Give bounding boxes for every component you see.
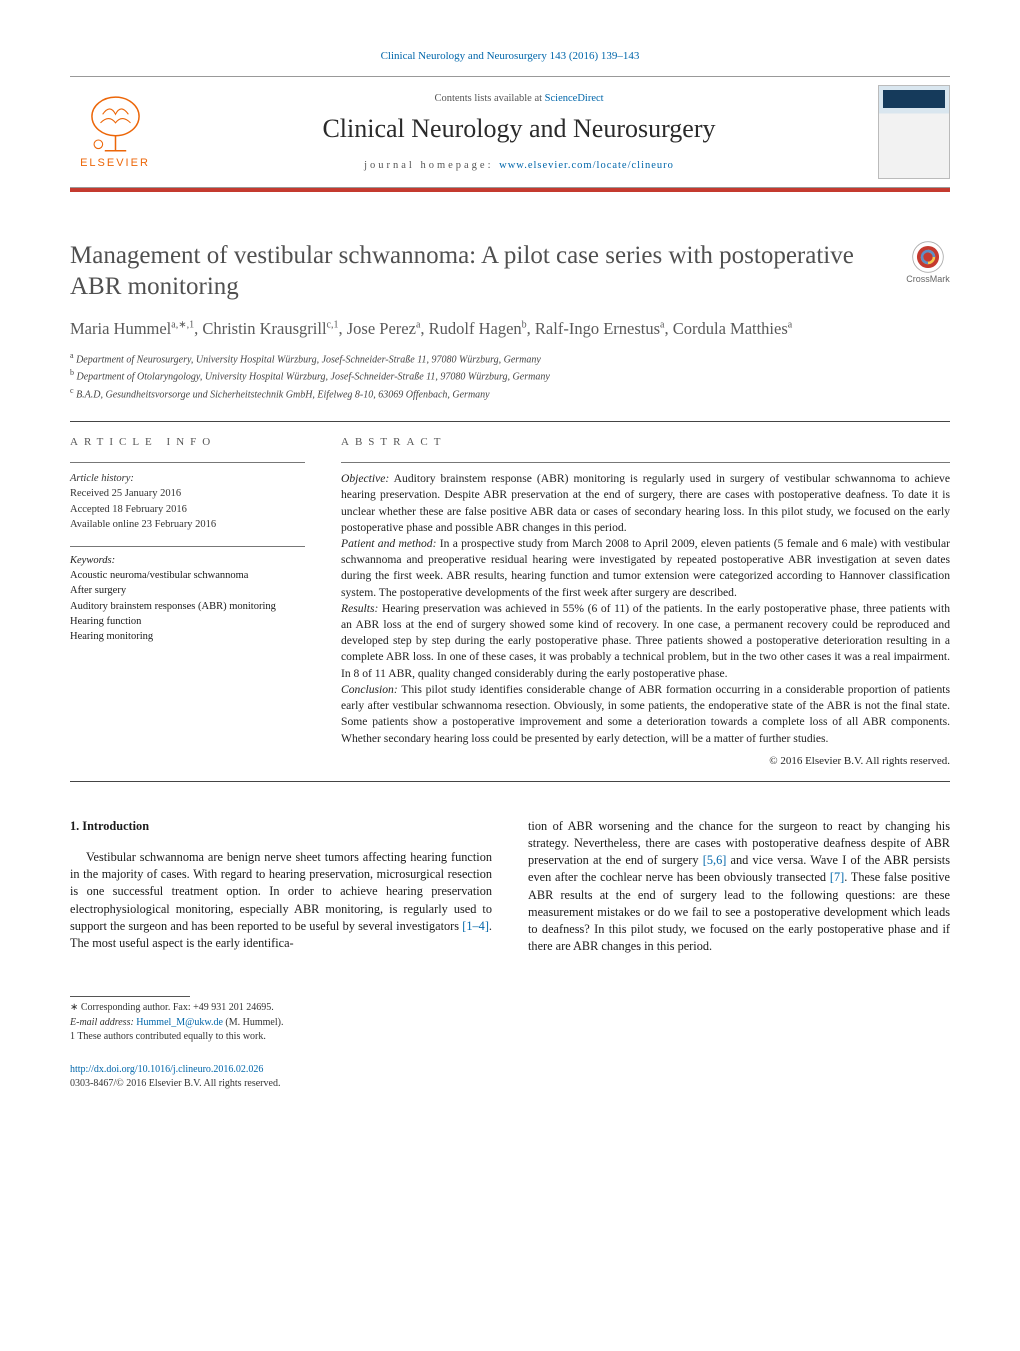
intro-paragraph-left: Vestibular schwannoma are benign nerve s… xyxy=(70,849,492,952)
journal-cover-thumbnail xyxy=(878,85,950,179)
journal-homepage-line: journal homepage: www.elsevier.com/locat… xyxy=(178,160,860,171)
footnote-rule xyxy=(70,996,190,997)
journal-reference: Clinical Neurology and Neurosurgery 143 … xyxy=(70,50,950,62)
objective-text: Auditory brainstem response (ABR) monito… xyxy=(341,472,950,534)
keywords-block: Keywords: Acoustic neuroma/vestibular sc… xyxy=(70,546,305,644)
elsevier-wordmark: ELSEVIER xyxy=(80,157,150,169)
contents-prefix: Contents lists available at xyxy=(434,93,544,104)
article-info-heading: article info xyxy=(70,436,305,448)
results-label: Results: xyxy=(341,602,378,615)
citation-5-6[interactable]: [5,6] xyxy=(703,853,727,867)
journal-title: Clinical Neurology and Neurosurgery xyxy=(178,114,860,144)
accepted-date: Accepted 18 February 2016 xyxy=(70,502,305,517)
elsevier-logo: ELSEVIER xyxy=(70,87,160,177)
conclusion-label: Conclusion: xyxy=(341,683,398,696)
doi-block: http://dx.doi.org/10.1016/j.clineuro.201… xyxy=(70,1063,492,1091)
article-history: Article history: Received 25 January 201… xyxy=(70,462,305,532)
email-who: (M. Hummel). xyxy=(223,1017,284,1028)
keyword-item: After surgery xyxy=(70,583,305,598)
footnotes: ∗ Corresponding author. Fax: +49 931 201… xyxy=(70,996,492,1045)
doi-link[interactable]: http://dx.doi.org/10.1016/j.clineuro.201… xyxy=(70,1064,263,1075)
results-text: Hearing preservation was achieved in 55%… xyxy=(341,602,950,680)
abstract-body: Objective: Auditory brainstem response (… xyxy=(341,462,950,747)
homepage-prefix: journal homepage: xyxy=(364,160,499,171)
article-title: Management of vestibular schwannoma: A p… xyxy=(70,240,886,303)
contents-available-line: Contents lists available at ScienceDirec… xyxy=(178,93,860,104)
method-label: Patient and method: xyxy=(341,537,436,550)
crossmark-icon xyxy=(908,240,948,274)
email-line: E-mail address: Hummel_M@ukw.de (M. Humm… xyxy=(70,1016,492,1031)
journal-homepage-link[interactable]: www.elsevier.com/locate/clineuro xyxy=(499,160,674,171)
keywords-label: Keywords: xyxy=(70,553,305,568)
elsevier-tree-icon xyxy=(83,95,148,155)
received-date: Received 25 January 2016 xyxy=(70,486,305,501)
affiliation-line: a Department of Neurosurgery, University… xyxy=(70,350,950,368)
crossmark-label: CrossMark xyxy=(906,274,950,284)
introduction-heading: 1. Introduction xyxy=(70,818,492,835)
divider xyxy=(70,421,950,422)
affiliation-line: b Department of Otolaryngology, Universi… xyxy=(70,367,950,385)
keyword-item: Acoustic neuroma/vestibular schwannoma xyxy=(70,568,305,583)
accent-bar xyxy=(70,188,950,192)
affiliation-line: c B.A.D, Gesundheitsvorsorge und Sicherh… xyxy=(70,385,950,403)
objective-label: Objective: xyxy=(341,472,389,485)
author-list: Maria Hummela,∗,1, Christin Krausgrillc,… xyxy=(70,317,950,340)
citation-1-4[interactable]: [1–4] xyxy=(462,919,489,933)
history-label: Article history: xyxy=(70,471,305,486)
online-date: Available online 23 February 2016 xyxy=(70,517,305,532)
citation-7[interactable]: [7] xyxy=(830,870,844,884)
keyword-item: Auditory brainstem responses (ABR) monit… xyxy=(70,599,305,614)
intro-paragraph-right: tion of ABR worsening and the chance for… xyxy=(528,818,950,956)
crossmark-badge[interactable]: CrossMark xyxy=(906,240,950,284)
email-label: E-mail address: xyxy=(70,1017,136,1028)
keyword-item: Hearing function xyxy=(70,614,305,629)
divider xyxy=(70,781,950,782)
conclusion-text: This pilot study identifies considerable… xyxy=(341,683,950,745)
sciencedirect-link[interactable]: ScienceDirect xyxy=(545,93,604,104)
abstract-copyright: © 2016 Elsevier B.V. All rights reserved… xyxy=(341,755,950,767)
abstract-heading: abstract xyxy=(341,436,950,448)
corresponding-author: ∗ Corresponding author. Fax: +49 931 201… xyxy=(70,1001,492,1016)
keyword-item: Hearing monitoring xyxy=(70,629,305,644)
issn-copyright: 0303-8467/© 2016 Elsevier B.V. All right… xyxy=(70,1077,492,1091)
journal-header: ELSEVIER Contents lists available at Sci… xyxy=(70,76,950,188)
author-email-link[interactable]: Hummel_M@ukw.de xyxy=(136,1017,223,1028)
affiliations: a Department of Neurosurgery, University… xyxy=(70,350,950,403)
body-columns: 1. Introduction Vestibular schwannoma ar… xyxy=(70,818,950,1091)
equal-contribution-note: 1 These authors contributed equally to t… xyxy=(70,1030,492,1045)
intro-text-1: Vestibular schwannoma are benign nerve s… xyxy=(70,850,492,933)
